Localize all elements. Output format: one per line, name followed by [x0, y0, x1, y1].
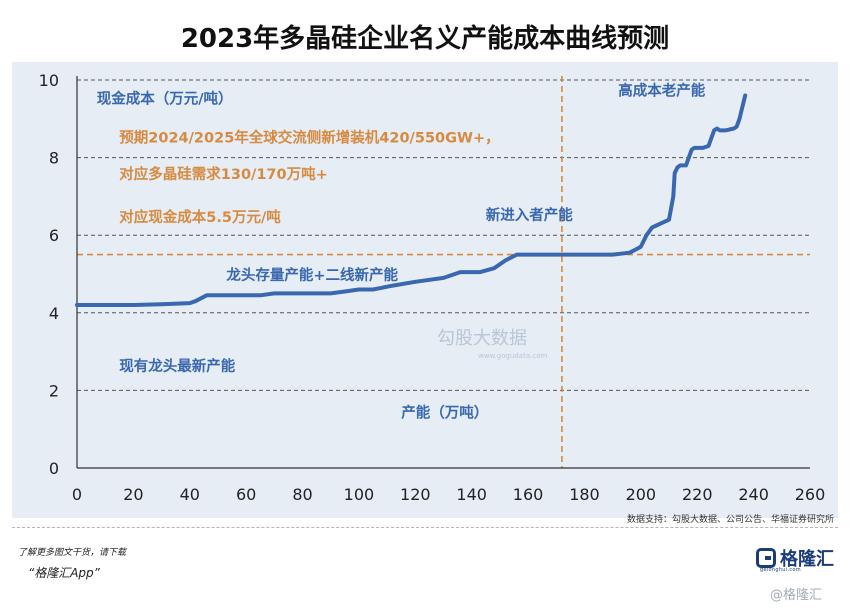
y-tick-label: 6: [49, 226, 59, 245]
gelonghui-logo-icon: [756, 548, 776, 568]
x-tick-label: 80: [292, 485, 312, 504]
watermark-gogudata: 勾股大数据: [437, 328, 527, 349]
annotation-forecast2: 对应多晶硅需求130/170万吨+: [119, 165, 327, 183]
annotation-leader_stock: 龙头存量产能+二线新产能: [225, 266, 398, 284]
x-tick-label: 220: [682, 485, 713, 504]
y-tick-label: 10: [39, 71, 59, 90]
corner-watermark: @格隆汇: [770, 588, 823, 603]
annotation-forecast3: 对应现金成本5.5万元/吨: [119, 208, 281, 226]
annotation-leader_new: 现有龙头最新产能: [119, 357, 235, 375]
y-tick-label: 2: [49, 381, 59, 400]
annotation-xlabel: 产能（万吨）: [401, 404, 488, 422]
x-tick-label: 240: [738, 485, 769, 504]
y-tick-label: 8: [49, 149, 59, 168]
annotation-ylabel: 现金成本（万元/吨）: [97, 89, 233, 107]
promo-app-name: “格隆汇App”: [28, 566, 100, 580]
x-tick-label: 120: [400, 485, 431, 504]
annotation-newentrants: 新进入者产能: [486, 206, 573, 224]
x-tick-label: 200: [626, 485, 657, 504]
brand-logo-group: 格隆汇: [756, 545, 834, 571]
x-tick-label: 180: [569, 485, 600, 504]
x-tick-label: 140: [456, 485, 487, 504]
data-source: 数据支持：勾股大数据、公司公告、华福证券研究所: [626, 515, 834, 525]
y-tick-label: 0: [49, 459, 59, 478]
annotation-forecast1: 预期2024/2025年全球交流侧新增装机420/550GW+，: [119, 128, 499, 146]
series-line: [75, 93, 748, 307]
footer-divider: [12, 527, 838, 528]
y-tick-label: 4: [49, 304, 59, 323]
x-tick-label: 60: [236, 485, 256, 504]
x-tick-label: 260: [795, 485, 826, 504]
x-tick-label: 40: [180, 485, 200, 504]
x-tick-label: 20: [123, 485, 143, 504]
chart-panel: 0 2 4 6 8 10 0 20 40 60 80 100 120 140 160 180 200 220 240…: [12, 62, 838, 518]
brand-name: 格隆汇: [780, 549, 834, 570]
x-tick-label: 100: [344, 485, 375, 504]
chart-title: 2023年多晶硅企业名义产能成本曲线预测: [180, 24, 670, 54]
x-tick-label: 160: [513, 485, 544, 504]
annotation-highcost: 高成本老产能: [618, 82, 705, 100]
promo-text: 了解更多图文干货，请下载: [18, 548, 127, 558]
watermark-gogudata-url: www.gogudata.com: [478, 352, 548, 360]
brand-url: gelonghui.com: [760, 567, 801, 573]
x-tick-label: 0: [72, 485, 82, 504]
